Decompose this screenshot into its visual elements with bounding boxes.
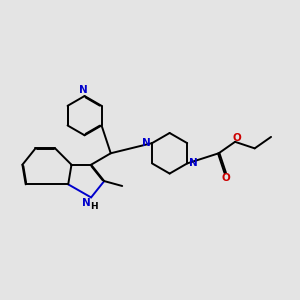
Text: H: H — [91, 202, 98, 211]
Text: N: N — [189, 158, 197, 168]
Text: N: N — [82, 198, 91, 208]
Text: O: O — [221, 173, 230, 183]
Text: N: N — [142, 138, 151, 148]
Text: N: N — [79, 85, 87, 95]
Text: O: O — [232, 133, 241, 143]
